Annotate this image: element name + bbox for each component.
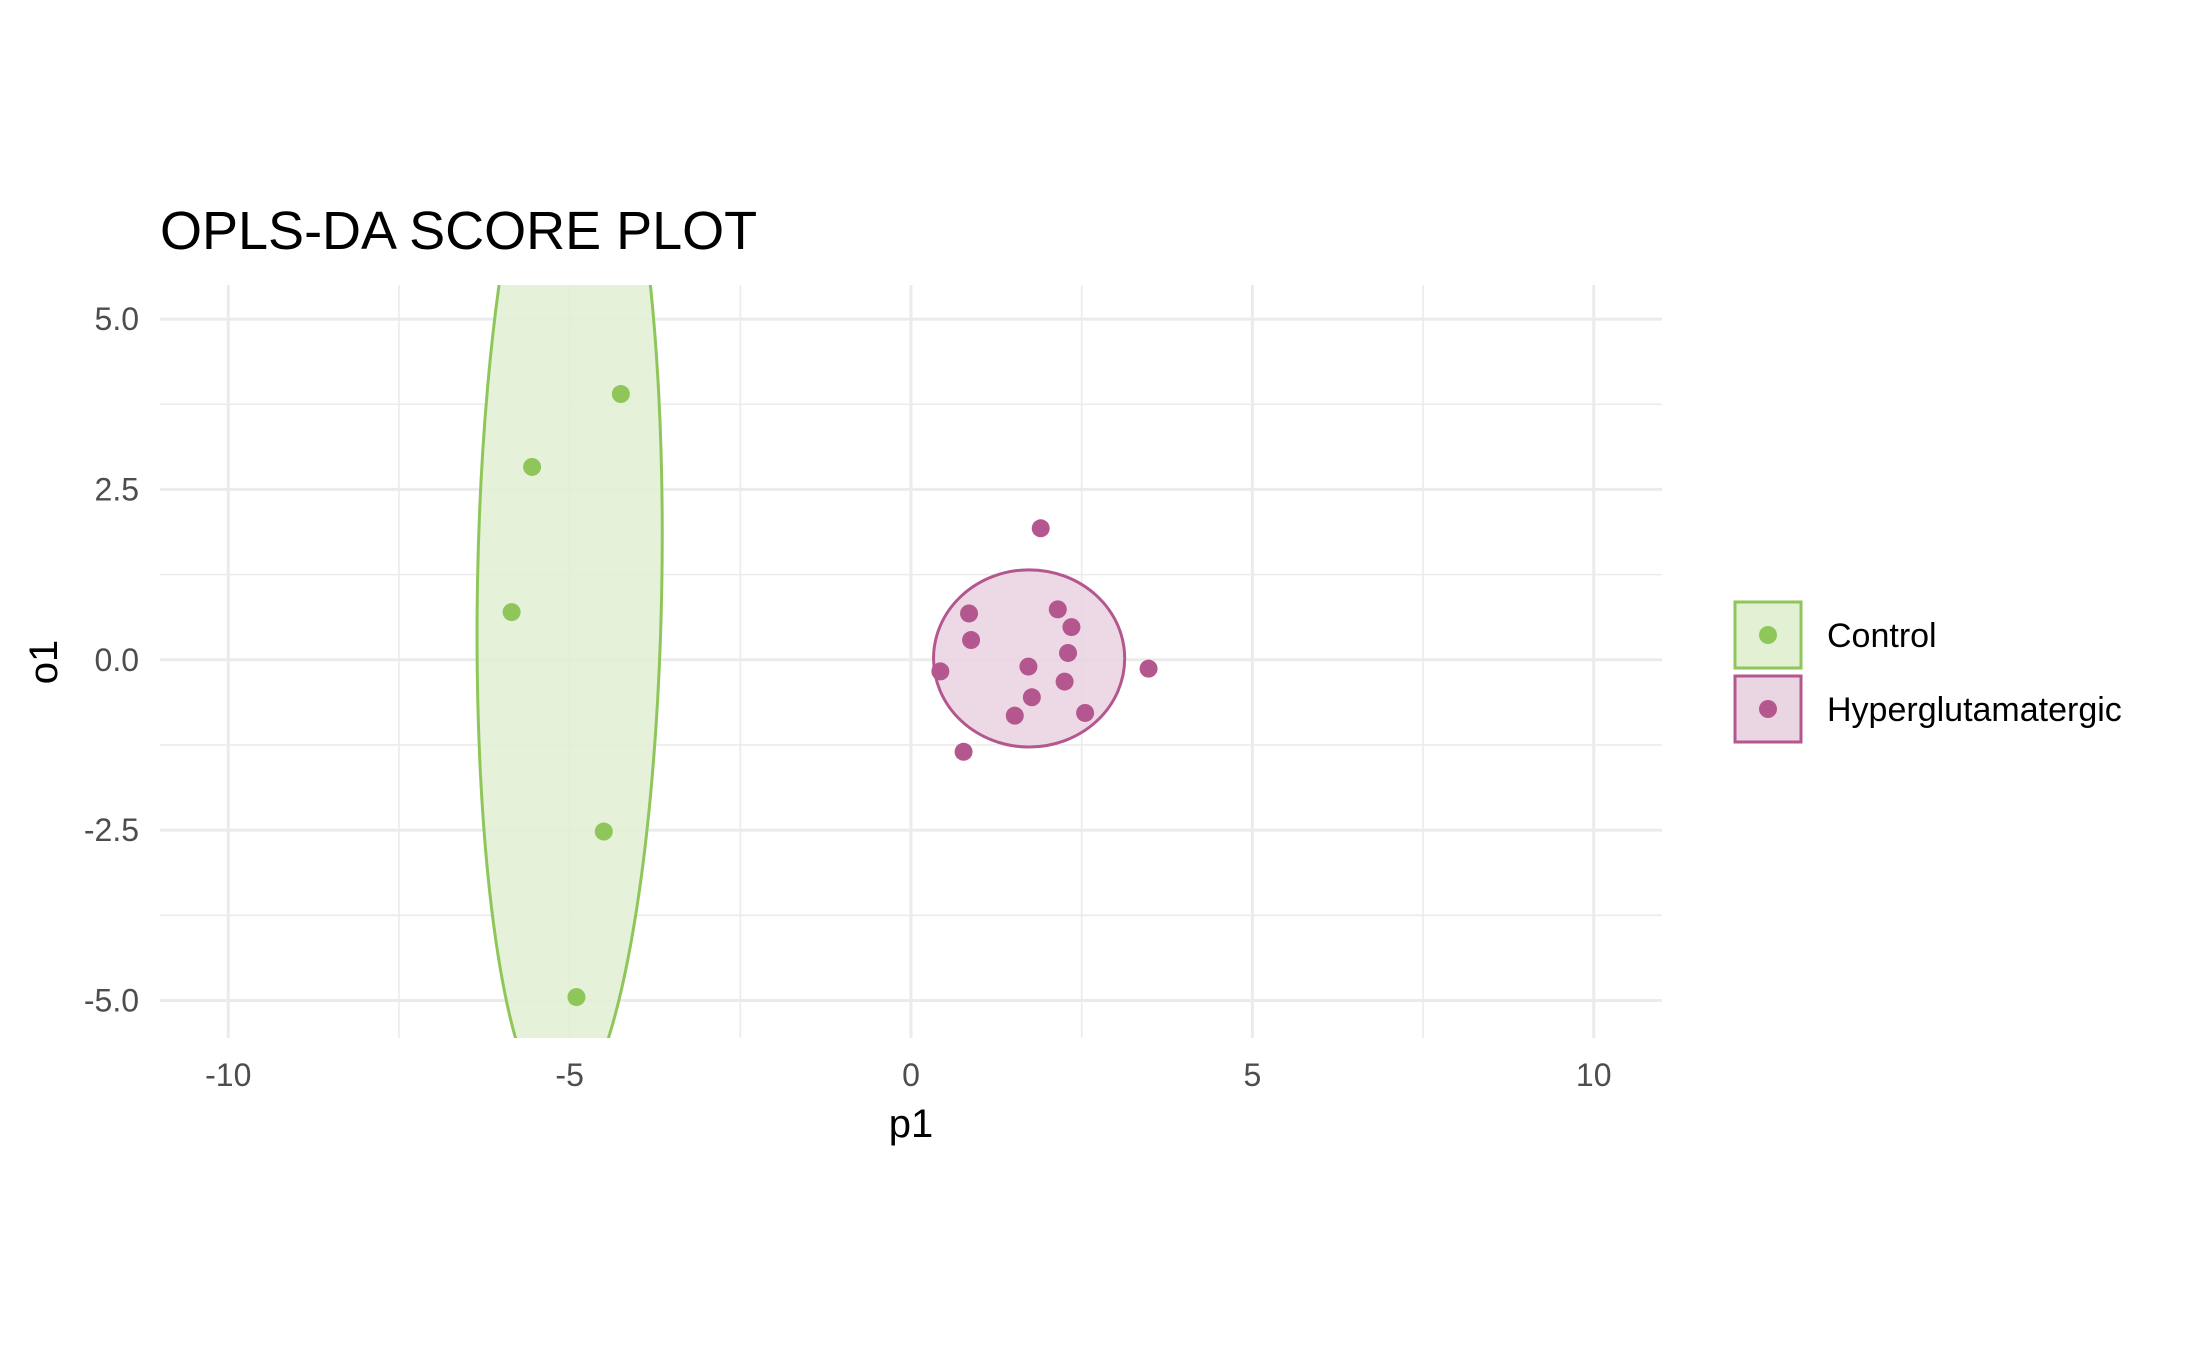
confidence-ellipse bbox=[475, 285, 664, 1038]
data-point bbox=[1022, 688, 1041, 707]
data-point bbox=[502, 603, 521, 622]
data-point bbox=[962, 631, 981, 650]
data-points bbox=[502, 385, 1158, 1007]
data-point bbox=[1076, 703, 1095, 722]
data-point bbox=[523, 457, 542, 476]
data-point bbox=[1048, 600, 1067, 619]
data-point bbox=[611, 385, 630, 404]
x-tick-label: -5 bbox=[555, 1057, 583, 1093]
y-axis-title: o1 bbox=[22, 640, 66, 685]
legend-label: Hyperglutamatergic bbox=[1827, 691, 2122, 729]
data-point bbox=[567, 988, 586, 1007]
legend-key-point bbox=[1759, 626, 1777, 644]
confidence-ellipses bbox=[475, 285, 1127, 1038]
data-point bbox=[1031, 519, 1050, 538]
y-tick-label: -2.5 bbox=[84, 812, 139, 848]
y-tick-label: 2.5 bbox=[95, 471, 139, 507]
data-point bbox=[1139, 659, 1158, 678]
data-point bbox=[931, 662, 950, 681]
data-point bbox=[1062, 618, 1081, 637]
legend-key-point bbox=[1759, 700, 1777, 718]
legend: Control Hyperglutamatergic bbox=[1733, 600, 2122, 744]
data-point bbox=[960, 604, 979, 623]
x-tick-label: 10 bbox=[1576, 1057, 1612, 1093]
x-axis-title: p1 bbox=[889, 1102, 934, 1146]
x-tick-label: 5 bbox=[1243, 1057, 1261, 1093]
y-tick-label: 0.0 bbox=[95, 642, 139, 678]
y-tick-label: 5.0 bbox=[95, 301, 139, 337]
legend-label: Control bbox=[1827, 617, 1937, 655]
data-point bbox=[594, 822, 613, 841]
data-point bbox=[1059, 643, 1078, 662]
axis-ticks: -10 -5 0 5 10 -5.0 -2.5 0.0 2.5 5.0 bbox=[84, 301, 1612, 1093]
x-tick-label: -10 bbox=[205, 1057, 251, 1093]
data-point bbox=[1019, 657, 1038, 676]
data-point bbox=[1005, 706, 1024, 725]
data-point bbox=[1055, 672, 1074, 691]
y-tick-label: -5.0 bbox=[84, 983, 139, 1019]
data-point bbox=[954, 742, 973, 761]
chart-title: OPLS-DA SCORE PLOT bbox=[160, 201, 757, 261]
x-tick-label: 0 bbox=[902, 1057, 920, 1093]
